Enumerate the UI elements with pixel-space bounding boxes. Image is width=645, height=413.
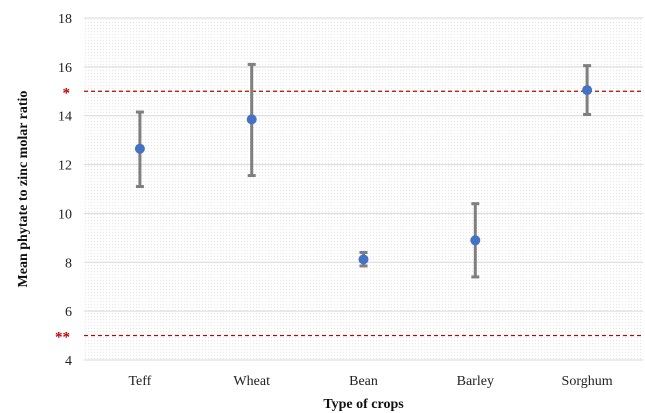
- y-tick-labels: 4 6 8 10 12 14 16 18: [58, 12, 72, 369]
- x-tick-label-wheat: Wheat: [233, 374, 270, 389]
- x-tick-labels: Teff Wheat Bean Barley Sorghum: [128, 374, 612, 389]
- data-point-teff: [134, 143, 145, 154]
- y-tick-label: 4: [65, 354, 72, 369]
- data-point-sorghum: [582, 85, 593, 96]
- reference-lines: ***: [55, 85, 643, 346]
- data-point-bean: [358, 254, 369, 265]
- y-tick-label: 10: [58, 207, 72, 222]
- x-axis-title: Type of crops: [323, 397, 404, 412]
- data-point-wheat: [246, 114, 257, 125]
- y-tick-label: 16: [58, 61, 72, 76]
- y-axis-title: Mean phytate to zinc molar ratio: [16, 91, 31, 288]
- y-tick-label: 12: [58, 159, 72, 174]
- reference-marker-2: **: [55, 330, 70, 346]
- plot-area: [84, 18, 643, 360]
- x-tick-label-barley: Barley: [457, 374, 494, 389]
- y-tick-label: 6: [65, 305, 72, 320]
- x-tick-label-bean: Bean: [349, 374, 378, 389]
- x-tick-label-teff: Teff: [128, 374, 151, 389]
- x-tick-label-sorghum: Sorghum: [562, 374, 613, 389]
- y-tick-label: 18: [58, 12, 72, 27]
- y-tick-label: 14: [58, 110, 72, 125]
- y-tick-label: 8: [65, 256, 72, 271]
- data-point-barley: [470, 235, 481, 246]
- data-points: [134, 85, 593, 265]
- reference-marker-1: *: [63, 85, 71, 101]
